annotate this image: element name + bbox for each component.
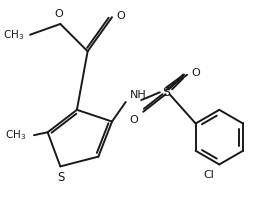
Text: Cl: Cl	[204, 170, 214, 180]
Text: S: S	[162, 86, 170, 99]
Text: NH: NH	[130, 90, 146, 100]
Text: S: S	[58, 171, 65, 184]
Text: CH$_3$: CH$_3$	[3, 28, 24, 42]
Text: O: O	[116, 11, 125, 21]
Text: CH$_3$: CH$_3$	[5, 128, 26, 142]
Text: O: O	[191, 68, 200, 78]
Text: O: O	[130, 115, 138, 125]
Text: O: O	[54, 9, 63, 19]
